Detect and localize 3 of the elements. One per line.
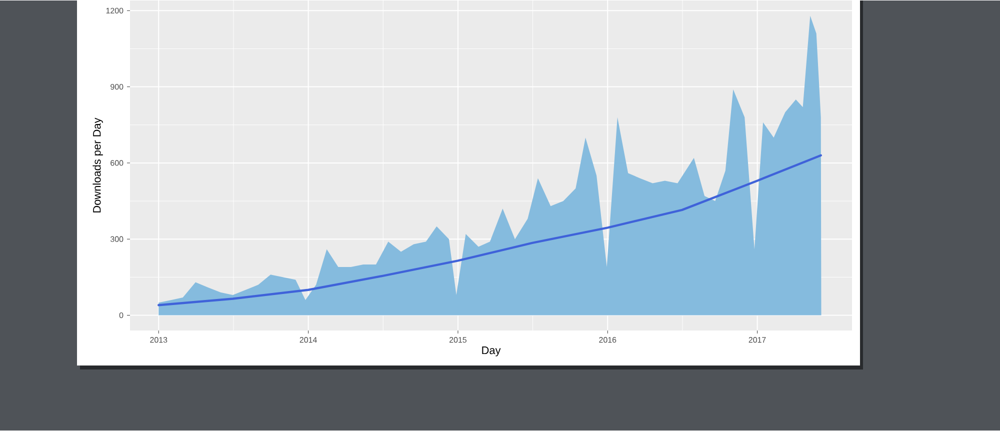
line-series xyxy=(158,154,822,306)
x-axis-title: Day xyxy=(482,346,501,357)
y-axis-title: Downloads per Day xyxy=(92,118,103,213)
